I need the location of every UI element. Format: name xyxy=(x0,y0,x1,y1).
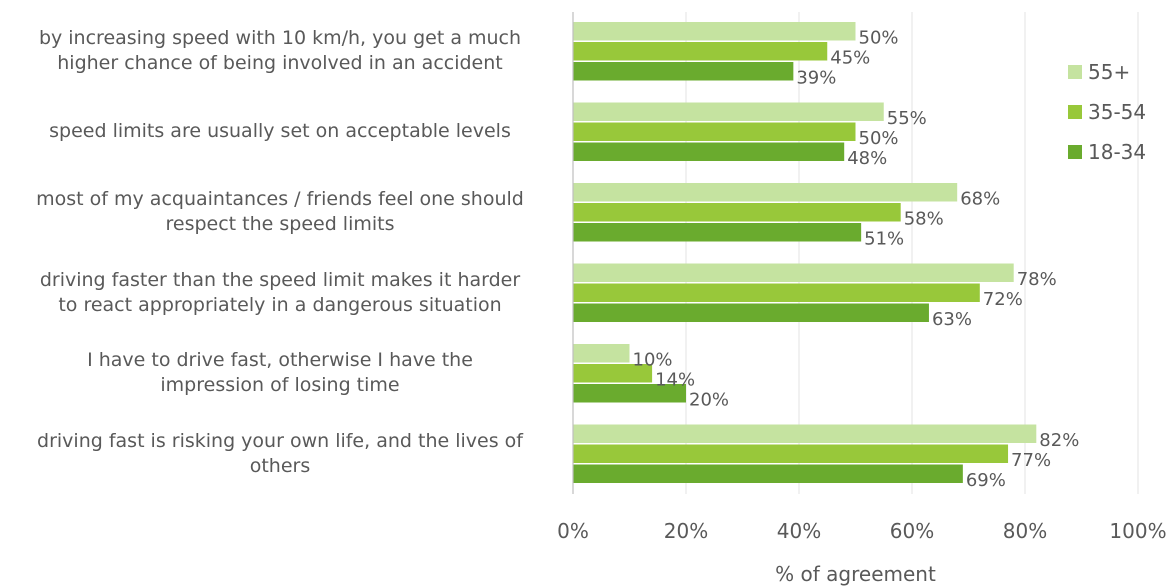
data-label: 45% xyxy=(830,48,870,69)
bar-55+ xyxy=(573,424,1037,443)
bar-35-54 xyxy=(573,444,1009,463)
bar-55+ xyxy=(573,263,1014,282)
category-label: speed limits are usually set on acceptab… xyxy=(0,119,560,144)
category-label-line: most of my acquaintances / friends feel … xyxy=(36,188,524,211)
x-axis-title: % of agreement xyxy=(775,562,936,586)
bar-18-34 xyxy=(573,142,845,161)
data-label: 55% xyxy=(887,108,927,129)
category-label-line: higher chance of being involved in an ac… xyxy=(57,52,503,75)
bar-35-54 xyxy=(573,364,653,383)
category-label: by increasing speed with 10 km/h, you ge… xyxy=(0,26,560,76)
data-label: 78% xyxy=(1017,269,1057,290)
category-label: driving fast is risking your own life, a… xyxy=(0,429,560,479)
category-label-line: by increasing speed with 10 km/h, you ge… xyxy=(38,27,522,50)
data-label: 77% xyxy=(1011,450,1051,471)
category-label-line: speed limits are usually set on acceptab… xyxy=(49,120,511,143)
x-tick-labels: 0% 20% 40% 60% 80% 100% xyxy=(557,519,1166,543)
data-label: 50% xyxy=(859,128,899,149)
x-tick-label: 60% xyxy=(890,519,934,543)
bar-18-34 xyxy=(573,303,929,322)
x-tick-label: 0% xyxy=(557,519,589,543)
x-tick-label: 40% xyxy=(777,519,821,543)
data-label: 14% xyxy=(655,370,695,391)
category-label-line: impression of losing time xyxy=(160,374,400,397)
category-label: driving faster than the speed limit make… xyxy=(0,268,560,318)
legend-item: 18-34 xyxy=(1068,132,1146,172)
legend-label: 18-34 xyxy=(1088,140,1147,164)
bar-35-54 xyxy=(573,203,901,222)
legend-item: 55+ xyxy=(1068,52,1146,92)
data-label: 82% xyxy=(1039,430,1079,451)
bar-18-34 xyxy=(573,384,686,403)
category-label-line: driving faster than the speed limit make… xyxy=(39,268,521,291)
bar-35-54 xyxy=(573,283,980,302)
bar-18-34 xyxy=(573,464,963,483)
legend-label: 55+ xyxy=(1088,60,1131,84)
data-label: 50% xyxy=(859,28,899,49)
category-label-line: driving fast is risking your own life, a… xyxy=(37,429,523,452)
data-label: 63% xyxy=(932,309,972,330)
legend: 55+ 35-54 18-34 xyxy=(1068,52,1146,172)
data-label: 58% xyxy=(904,209,944,230)
data-label: 69% xyxy=(966,470,1006,491)
bar-55+ xyxy=(573,102,884,121)
category-label-line: respect the speed limits xyxy=(165,213,395,236)
bar-18-34 xyxy=(573,62,794,81)
legend-swatch xyxy=(1068,105,1082,119)
legend-item: 35-54 xyxy=(1068,92,1146,132)
bar-35-54 xyxy=(573,42,828,61)
data-label: 20% xyxy=(689,390,729,411)
x-tick-label: 20% xyxy=(664,519,708,543)
data-label: 10% xyxy=(633,350,673,371)
category-label: most of my acquaintances / friends feel … xyxy=(0,187,560,237)
legend-label: 35-54 xyxy=(1088,100,1147,124)
value-labels: 50%45%39%55%50%48%68%58%51%78%72%63%10%1… xyxy=(633,28,1080,492)
category-label-line: to react appropriately in a dangerous si… xyxy=(58,293,502,316)
bar-18-34 xyxy=(573,223,862,242)
bar-55+ xyxy=(573,183,958,202)
bar-55+ xyxy=(573,344,630,363)
x-tick-label: 80% xyxy=(1003,519,1047,543)
category-label-line: I have to drive fast, otherwise I have t… xyxy=(87,349,473,372)
x-tick-label: 100% xyxy=(1109,519,1166,543)
category-label: I have to drive fast, otherwise I have t… xyxy=(0,348,560,398)
data-label: 39% xyxy=(796,68,836,89)
legend-swatch xyxy=(1068,65,1082,79)
category-label-line: others xyxy=(249,454,311,477)
legend-swatch xyxy=(1068,145,1082,159)
data-label: 51% xyxy=(864,229,904,250)
gridlines xyxy=(685,12,1139,494)
bar-55+ xyxy=(573,22,856,41)
data-label: 48% xyxy=(847,148,887,169)
data-label: 72% xyxy=(983,289,1023,310)
bars xyxy=(573,22,1037,483)
bar-35-54 xyxy=(573,122,856,141)
data-label: 68% xyxy=(960,189,1000,210)
